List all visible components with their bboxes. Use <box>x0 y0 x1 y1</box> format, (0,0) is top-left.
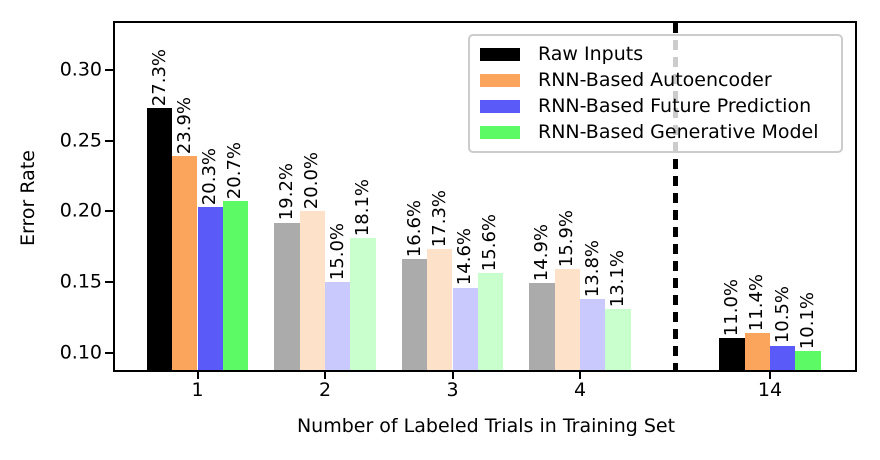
legend-swatch-rnn-based-autoencoder <box>480 73 520 87</box>
bar-raw-inputs <box>719 338 745 372</box>
legend: Raw Inputs RNN-Based Autoencoder RNN-Based… <box>468 34 843 153</box>
y-axis-tick <box>105 210 113 213</box>
bar-rnn-based-future-prediction <box>197 206 223 372</box>
bar-rnn-based-generative-model <box>795 351 821 372</box>
bar-value-label: 23.9% <box>173 96 195 155</box>
y-tick-label: 0.10 <box>59 341 102 364</box>
bar-raw-inputs <box>529 283 555 372</box>
legend-item-rnn-based-future-prediction: RNN-Based Future Prediction <box>480 96 831 117</box>
bar-rnn-based-autoencoder <box>172 156 198 372</box>
y-tick-label: 0.20 <box>59 199 102 222</box>
bar-rnn-based-generative-model <box>222 201 249 372</box>
bar-value-label: 20.0% <box>301 152 323 210</box>
x-axis-tick <box>769 372 771 379</box>
x-axis-tick <box>196 372 199 379</box>
bar-raw-inputs <box>274 222 300 372</box>
x-tick-label: 1 <box>191 379 204 401</box>
legend-label-rnn-based-generative-model: RNN-Based Generative Model <box>538 121 819 144</box>
bar-value-label: 14.6% <box>454 228 476 286</box>
legend-item-rnn-based-generative-model: RNN-Based Generative Model <box>480 122 831 143</box>
legend-swatch-rnn-based-future-prediction <box>480 100 520 114</box>
y-axis-tick <box>105 351 113 354</box>
legend-label-raw-inputs: Raw Inputs <box>538 42 644 65</box>
legend-swatch-rnn-based-generative-model <box>480 126 520 140</box>
bar-rnn-based-generative-model <box>477 273 504 372</box>
y-axis-title: Error Rate <box>17 150 39 246</box>
bar-value-label: 19.2% <box>276 163 298 221</box>
bar-value-label: 10.5% <box>771 286 793 344</box>
x-axis-tick <box>579 372 581 379</box>
legend-label-rnn-based-future-prediction: RNN-Based Future Prediction <box>538 95 812 118</box>
y-axis-tick <box>105 139 113 142</box>
y-tick-label: 0.25 <box>59 129 102 152</box>
bar-raw-inputs <box>401 259 428 372</box>
y-axis-tick <box>105 280 113 283</box>
bar-value-label: 15.0% <box>326 222 348 280</box>
bar-value-label: 20.3% <box>199 147 221 205</box>
x-tick-label: 14 <box>757 379 783 401</box>
bar-raw-inputs <box>146 108 173 372</box>
legend-label-rnn-based-autoencoder: RNN-Based Autoencoder <box>538 68 772 91</box>
bar-rnn-based-autoencoder <box>299 211 325 372</box>
bar-value-label: 15.9% <box>556 210 578 268</box>
dashed-divider-line <box>673 23 678 372</box>
legend-item-rnn-based-autoencoder: RNN-Based Autoencoder <box>480 70 831 91</box>
y-tick-label: 0.30 <box>59 58 102 81</box>
bar-value-label: 11.4% <box>746 273 768 331</box>
bar-value-label: 18.1% <box>351 178 373 237</box>
bar-value-label: 14.9% <box>531 224 553 282</box>
x-axis-tick <box>324 372 326 379</box>
bar-value-label: 13.1% <box>606 249 628 307</box>
bar-value-label: 17.3% <box>428 190 450 248</box>
bar-rnn-based-future-prediction <box>452 287 478 372</box>
bar-rnn-based-future-prediction <box>580 298 606 372</box>
bar-value-label: 16.6% <box>403 200 425 258</box>
y-axis-tick <box>105 68 113 71</box>
x-axis-tick <box>451 372 454 379</box>
x-axis-title: Number of Labeled Trials in Training Set <box>296 415 676 437</box>
bar-rnn-based-future-prediction <box>325 281 351 372</box>
bar-value-label: 10.1% <box>796 292 818 350</box>
y-tick-label: 0.15 <box>59 270 102 293</box>
x-tick-label: 3 <box>446 379 459 401</box>
bar-value-label: 27.3% <box>148 48 170 107</box>
bar-rnn-based-autoencoder <box>427 249 453 372</box>
bar-value-label: 15.6% <box>479 214 501 272</box>
x-tick-label: 2 <box>318 379 332 401</box>
bar-rnn-based-generative-model <box>350 238 376 372</box>
bar-value-label: 20.7% <box>224 142 246 200</box>
bar-rnn-based-future-prediction <box>770 345 796 372</box>
legend-item-raw-inputs: Raw Inputs <box>480 42 831 65</box>
x-tick-label: 4 <box>573 379 587 401</box>
bar-value-label: 11.0% <box>721 279 743 337</box>
bar-rnn-based-autoencoder <box>744 332 770 372</box>
bar-rnn-based-generative-model <box>605 308 631 372</box>
legend-swatch-raw-inputs <box>480 47 520 61</box>
bar-value-label: 13.8% <box>581 239 603 297</box>
bar-rnn-based-autoencoder <box>554 269 580 372</box>
